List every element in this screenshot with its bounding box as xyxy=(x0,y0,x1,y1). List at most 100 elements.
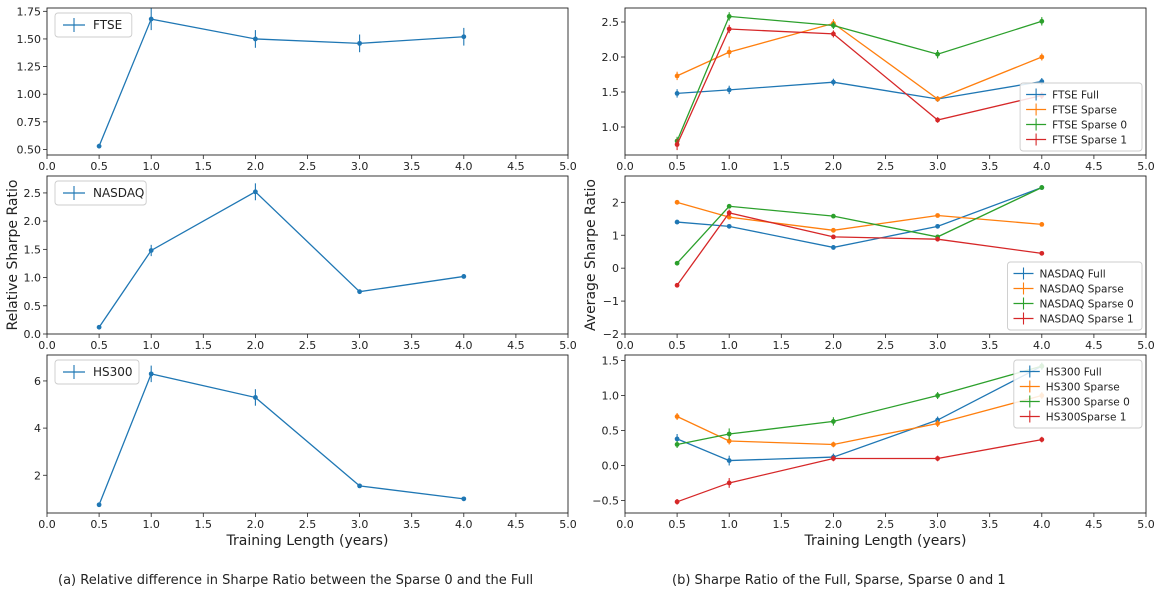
x-tick-label: 4.0 xyxy=(455,518,473,531)
series-ftse-sparse-1 xyxy=(674,24,1045,151)
y-tick-label: 1.5 xyxy=(602,86,620,99)
x-tick-label: 1.5 xyxy=(195,160,213,173)
data-point xyxy=(726,223,732,229)
y-tick-label: −0.5 xyxy=(592,494,619,507)
data-point xyxy=(726,14,732,19)
x-tick-label: 1.5 xyxy=(773,160,791,173)
subplot-b3: 0.0 0.5 1.0 1.5 2.0 2.5 3.0 3.5 4.0 4.5 5.0 −0.5 0.0… xyxy=(592,354,1155,549)
x-axis-label: Training Length (years) xyxy=(226,533,389,549)
data-point xyxy=(253,395,258,400)
x-tick-label: 3.5 xyxy=(981,518,999,531)
series-line xyxy=(676,438,1042,503)
legend-label: HS300 Sparse xyxy=(1046,382,1120,394)
y-axis-label: Relative Sharpe Ratio xyxy=(5,180,21,331)
series-line xyxy=(676,365,1042,446)
data-point xyxy=(674,499,680,505)
data-point xyxy=(831,245,836,250)
x-tick-label: 0.5 xyxy=(668,518,686,531)
x-tick-label: 1.0 xyxy=(720,160,738,173)
y-tick-label: 0.5 xyxy=(24,300,42,313)
x-tick-label: 0.0 xyxy=(38,339,56,352)
legend-label: FTSE Full xyxy=(1052,90,1099,102)
series-line xyxy=(676,394,1042,446)
data-point xyxy=(1039,437,1045,442)
legend-label: NASDAQ Sparse 0 xyxy=(1040,299,1134,311)
subplot-a3: 0.0 0.5 1.0 1.5 2.0 2.5 3.0 3.5 4.0 4.5 5.0 2 4 6 HS30… xyxy=(34,354,577,549)
legend-label: FTSE Sparse 1 xyxy=(1052,135,1127,147)
x-tick-label: 4.5 xyxy=(507,339,525,352)
data-point xyxy=(1039,250,1045,256)
data-point xyxy=(726,214,732,220)
y-tick-label: 1.50 xyxy=(17,33,42,46)
series-ftse-full xyxy=(674,78,1045,102)
data-point xyxy=(831,213,836,219)
data-point xyxy=(674,260,680,266)
data-point xyxy=(726,210,732,216)
series-hs300-full xyxy=(674,362,1045,466)
series-line xyxy=(676,186,1043,264)
x-tick-label: 3.0 xyxy=(929,339,947,352)
data-point xyxy=(674,414,680,419)
legend-box xyxy=(1007,261,1143,331)
legend: FTSE xyxy=(54,12,133,38)
x-tick-label: 2.5 xyxy=(299,518,317,531)
x-tick-label: 3.5 xyxy=(403,339,421,352)
x-tick-label: 3.0 xyxy=(929,160,947,173)
series-line xyxy=(98,18,464,147)
x-tick-label: 0.5 xyxy=(90,160,108,173)
y-tick-label: 1.5 xyxy=(24,243,42,256)
y-tick-label: −2 xyxy=(603,328,619,341)
x-tick-label: 0.0 xyxy=(38,518,56,531)
x-tick-label: 3.5 xyxy=(981,339,999,352)
data-point xyxy=(935,96,940,102)
axes-frame xyxy=(46,7,569,156)
x-tick-label: 2.5 xyxy=(877,339,895,352)
x-tick-label: 2.0 xyxy=(247,518,265,531)
x-tick-label: 4.0 xyxy=(455,339,473,352)
data-point xyxy=(831,234,836,240)
x-tick-label: 0.5 xyxy=(668,339,686,352)
x-tick-label: 1.5 xyxy=(773,339,791,352)
y-tick-label: 1.0 xyxy=(602,121,620,134)
x-tick-label: 1.5 xyxy=(773,518,791,531)
x-tick-label: 2.0 xyxy=(825,518,843,531)
legend: FTSE Full FTSE Sparse FTSE Sparse 0 FTSE Sp… xyxy=(1019,82,1143,152)
axes-frame xyxy=(624,7,1147,156)
x-tick-label: 0.0 xyxy=(616,160,634,173)
y-tick-label: 4 xyxy=(34,422,41,435)
subplot-a2: 0.0 0.5 1.0 1.5 2.0 2.5 3.0 3.5 4.0 4.5 5.0 0.0 0.5 1… xyxy=(5,175,577,352)
y-tick-label: 2 xyxy=(34,469,41,482)
x-tick-label: 5.0 xyxy=(1137,160,1155,173)
legend-box xyxy=(54,359,140,385)
data-point xyxy=(674,199,680,205)
x-tick-label: 0.5 xyxy=(90,518,108,531)
series-nasdaq-sparse-1 xyxy=(674,209,1045,288)
data-point xyxy=(674,73,680,79)
y-tick-label: 0.75 xyxy=(17,116,42,129)
subplot-b2: 0.0 0.5 1.0 1.5 2.0 2.5 3.0 3.5 4.0 4.5 5.0 −2 −1 0 1 2… xyxy=(583,175,1155,352)
axes-frame xyxy=(624,175,1147,335)
x-tick-label: 4.0 xyxy=(1033,160,1051,173)
x-tick-label: 1.0 xyxy=(142,160,160,173)
series-line xyxy=(677,80,1042,100)
x-tick-label: 3.0 xyxy=(351,339,369,352)
legend-label: HS300Sparse 1 xyxy=(1046,412,1127,424)
x-tick-label: 3.0 xyxy=(351,160,369,173)
x-tick-label: 5.0 xyxy=(559,518,577,531)
legend-label: FTSE Sparse 0 xyxy=(1052,120,1127,132)
series-line xyxy=(98,373,464,505)
series-hs300sparse-1 xyxy=(674,436,1045,505)
legend-box xyxy=(1013,359,1143,429)
data-point xyxy=(461,34,467,40)
data-point xyxy=(935,213,940,218)
y-tick-label: 1.5 xyxy=(602,355,620,368)
data-point xyxy=(831,31,836,37)
data-point xyxy=(831,79,836,85)
series-line xyxy=(98,190,464,328)
data-point xyxy=(674,91,680,96)
x-tick-label: 2.5 xyxy=(299,160,317,173)
legend-label: NASDAQ Sparse 1 xyxy=(1040,314,1134,326)
data-point xyxy=(831,23,836,28)
data-point xyxy=(148,16,154,22)
